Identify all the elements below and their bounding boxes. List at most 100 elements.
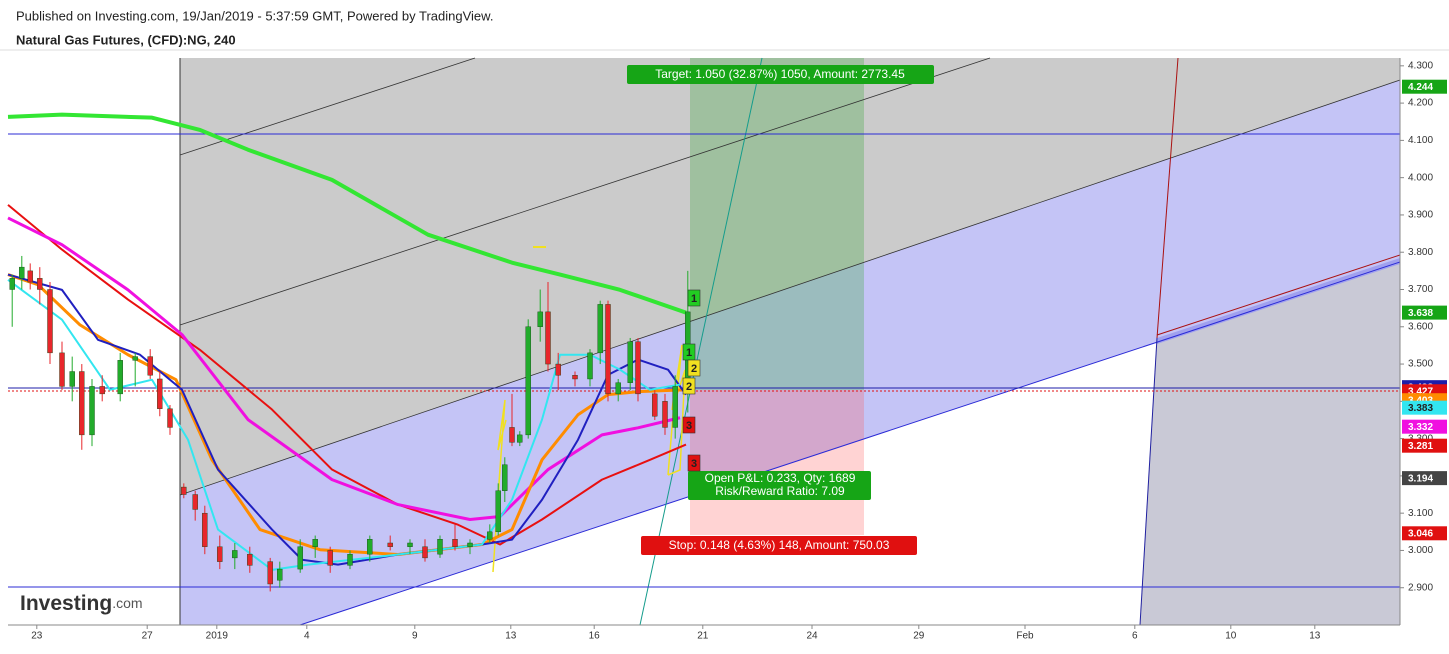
wave-label-box — [682, 377, 696, 395]
projection-zone — [1140, 262, 1400, 625]
candle-body — [69, 371, 75, 387]
header-symbol: Natural Gas Futures, (CFD):NG, 240 — [16, 32, 236, 47]
y-tick-label: 4.100 — [1408, 135, 1433, 146]
candle-body — [181, 486, 187, 495]
candle-body — [9, 278, 15, 290]
wave-label: 2 — [691, 363, 697, 375]
stop-box — [641, 536, 917, 555]
price-tag-label: 3.638 — [1408, 308, 1433, 319]
candle-body — [627, 341, 633, 383]
logo-name: Investing — [20, 592, 112, 615]
wave-label-box — [682, 416, 696, 434]
candle-body — [202, 512, 208, 547]
y-tick-label: 4.200 — [1408, 98, 1433, 109]
candle-body — [79, 371, 85, 436]
drawings-background — [8, 57, 1401, 626]
y-tick-label: 2.900 — [1408, 582, 1433, 593]
candle-body — [422, 546, 428, 559]
x-tick-label: 29 — [913, 631, 925, 642]
candle-body — [502, 464, 508, 491]
candle-body — [27, 270, 33, 283]
candle-body — [407, 542, 413, 547]
candle-body — [157, 378, 163, 409]
price-tag — [1402, 526, 1447, 541]
candle-body — [597, 304, 603, 354]
price-tag-label: 3.046 — [1408, 528, 1433, 539]
logo: Investing.com — [20, 592, 143, 615]
candle-body — [327, 550, 333, 566]
pnl-label: Open P&L: 0.233, Qty: 1689 — [705, 471, 856, 485]
risk-reward-label: Risk/Reward Ratio: 7.09 — [715, 484, 845, 498]
x-tick-label: 13 — [505, 631, 517, 642]
x-tick-label: 2019 — [206, 631, 229, 642]
candle-body — [247, 553, 253, 566]
projection-line — [1156, 254, 1401, 336]
candle-body — [167, 408, 173, 428]
candle-body — [587, 352, 593, 380]
candle-body — [99, 386, 105, 395]
candle-body — [615, 382, 621, 395]
target-zone — [690, 58, 864, 390]
x-tick-label: 21 — [697, 631, 709, 642]
indicator-line — [7, 273, 687, 566]
y-tick-label: 3.100 — [1408, 508, 1433, 519]
y-tick-label: 3.600 — [1408, 321, 1433, 332]
pnl-box — [688, 471, 871, 500]
projection-line — [1139, 337, 1158, 626]
indicator-line — [7, 273, 687, 557]
candle-body — [672, 386, 678, 428]
price-tag — [1402, 419, 1447, 434]
candle-body — [555, 363, 561, 376]
candle-body — [19, 266, 25, 279]
candle-body — [517, 434, 523, 443]
header-published: Published on Investing.com, 19/Jan/2019 … — [16, 8, 493, 23]
stop-label: Stop: 0.148 (4.63%) 148, Amount: 750.03 — [669, 538, 890, 552]
y-tick-label: 3.500 — [1408, 359, 1433, 370]
price-tag-label: 3.427 — [1408, 386, 1433, 397]
candle-body — [37, 278, 43, 290]
candle-body — [545, 311, 551, 365]
y-tick-label: 4.000 — [1408, 172, 1433, 183]
price-tag — [1402, 79, 1447, 94]
channel-line — [299, 261, 1401, 626]
wave-label: 3 — [686, 420, 692, 432]
candle-body — [132, 356, 138, 361]
candle-body — [192, 494, 198, 510]
wave-label: 1 — [686, 347, 692, 359]
candle-body — [635, 341, 641, 395]
candle-body — [605, 304, 611, 395]
candle-body — [495, 490, 501, 533]
wave-label-box — [687, 359, 701, 377]
y-tick-label: 4.300 — [1408, 60, 1433, 71]
candle-body — [652, 393, 658, 417]
x-tick-label: 16 — [589, 631, 601, 642]
candle-body — [232, 550, 238, 559]
candle-body — [367, 539, 373, 555]
channel-line — [179, 57, 476, 156]
y-tick-label: 3.700 — [1408, 284, 1433, 295]
x-tick-label: 13 — [1309, 631, 1321, 642]
candle-body — [267, 561, 273, 585]
candle-body — [47, 289, 53, 354]
candle-body — [277, 568, 283, 581]
candle-body — [572, 375, 578, 380]
projection-line — [1156, 57, 1179, 339]
x-tick-label: 10 — [1225, 631, 1237, 642]
target-box — [627, 65, 934, 84]
y-tick-label: 3.800 — [1408, 247, 1433, 258]
price-tag-label: 3.281 — [1408, 441, 1433, 452]
x-tick-label: 27 — [142, 631, 154, 642]
wave-label-box — [687, 289, 701, 307]
price-tag-label: 3.383 — [1408, 403, 1433, 414]
candle-body — [117, 360, 123, 395]
x-tick-label: Feb — [1016, 631, 1034, 642]
logo-suffix: .com — [112, 595, 142, 611]
candle-body — [297, 546, 303, 570]
x-tick-label: 6 — [1132, 631, 1138, 642]
wave-label: 1 — [691, 293, 697, 305]
target-label: Target: 1.050 (32.87%) 1050, Amount: 277… — [655, 67, 905, 81]
candle-body — [509, 427, 515, 443]
channel-line — [179, 79, 1401, 496]
y-tick-label: 3.900 — [1408, 210, 1433, 221]
